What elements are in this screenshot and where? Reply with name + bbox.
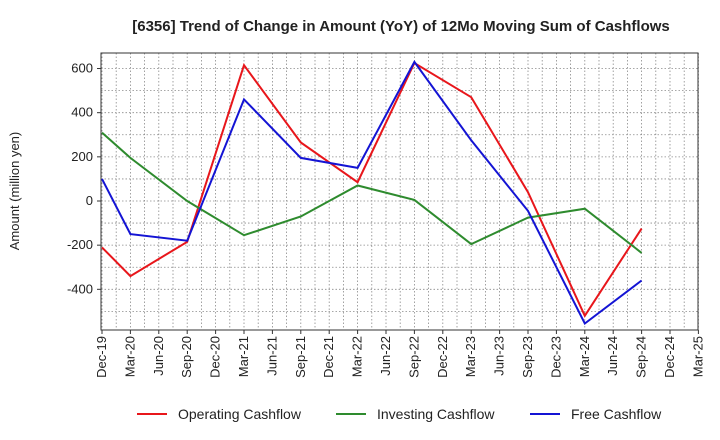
x-tick-label: Sep-24 — [634, 336, 649, 378]
legend-label: Investing Cashflow — [377, 406, 495, 422]
legend-label: Free Cashflow — [571, 406, 662, 422]
y-tick-label: -200 — [67, 237, 93, 252]
series-lines — [101, 60, 643, 326]
x-tick-label: Mar-20 — [122, 336, 137, 377]
x-tick-label: Sep-21 — [293, 336, 308, 378]
grid-lines — [101, 53, 699, 330]
plot-area-frame — [100, 52, 699, 331]
y-tick-label: -400 — [67, 281, 93, 296]
x-axis-ticks: Dec-19 Mar-20 Jun-20 Sep-20 Dec-20 Mar-21 Jun-… — [94, 330, 705, 378]
y-axis-label: Amount (million yen) — [7, 132, 22, 251]
x-tick-label: Dec-24 — [662, 336, 677, 378]
y-tick-label: 0 — [86, 193, 93, 208]
x-tick-label: Dec-20 — [208, 336, 223, 378]
x-tick-label: Mar-24 — [577, 336, 592, 377]
x-tick-label: Mar-21 — [236, 336, 251, 377]
legend: Operating Cashflow Investing Cashflow Free… — [137, 406, 662, 422]
x-tick-label: Mar-23 — [463, 336, 478, 377]
x-tick-label: Sep-20 — [179, 336, 194, 378]
series-line-free-cashflow — [101, 60, 643, 326]
y-axis-ticks: -400 -200 0 200 400 600 — [67, 61, 101, 296]
x-tick-label: Jun-23 — [492, 336, 507, 376]
x-tick-label: Jun-22 — [378, 336, 393, 376]
y-tick-label: 600 — [71, 61, 93, 76]
x-tick-label: Jun-21 — [264, 336, 279, 376]
x-tick-label: Dec-22 — [435, 336, 450, 378]
series-line-operating-cashflow — [101, 61, 643, 318]
x-tick-label: Dec-23 — [548, 336, 563, 378]
chart-title: [6356] Trend of Change in Amount (YoY) o… — [132, 18, 670, 35]
x-tick-label: Sep-23 — [520, 336, 535, 378]
x-tick-label: Mar-25 — [690, 336, 705, 377]
series-line-investing-cashflow — [101, 131, 643, 254]
x-tick-label: Jun-24 — [605, 336, 620, 376]
x-tick-label: Sep-22 — [406, 336, 421, 378]
y-tick-label: 200 — [71, 149, 93, 164]
legend-label: Operating Cashflow — [178, 406, 302, 422]
y-tick-label: 400 — [71, 105, 93, 120]
x-tick-label: Dec-21 — [321, 336, 336, 378]
x-tick-label: Dec-19 — [94, 336, 109, 378]
x-tick-label: Jun-20 — [151, 336, 166, 376]
x-tick-label: Mar-22 — [350, 336, 365, 377]
